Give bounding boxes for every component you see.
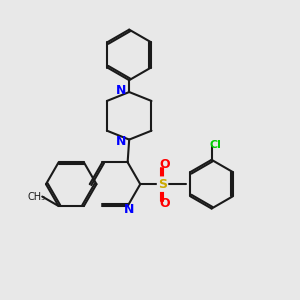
Text: S: S bbox=[158, 178, 167, 191]
Text: N: N bbox=[124, 203, 134, 216]
Text: Cl: Cl bbox=[209, 140, 221, 150]
Text: O: O bbox=[160, 158, 170, 171]
Text: N: N bbox=[116, 84, 126, 97]
Text: CH₃: CH₃ bbox=[28, 191, 46, 202]
Text: N: N bbox=[116, 135, 126, 148]
Text: O: O bbox=[160, 197, 170, 210]
